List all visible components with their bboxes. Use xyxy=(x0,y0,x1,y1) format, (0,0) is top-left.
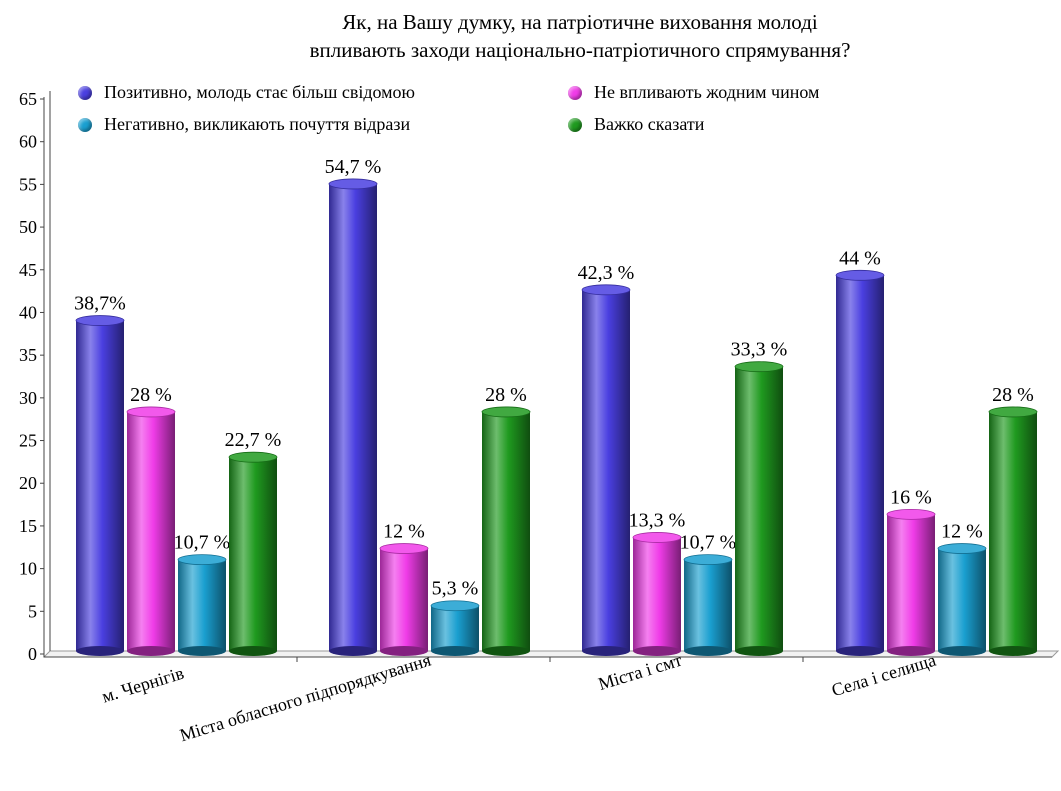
bar-hard-to-say-3 xyxy=(734,361,784,656)
chart-title-line-1: Як, на Вашу думку, на патріотичне вихова… xyxy=(342,10,818,34)
data-label-hard-to-say-3: 33,3 % xyxy=(731,339,788,361)
y-tick-label-10: 10 xyxy=(19,559,37,579)
y-tick-label-40: 40 xyxy=(19,302,37,322)
y-tick-label-50: 50 xyxy=(19,217,37,237)
data-label-no-effect-2: 12 % xyxy=(383,521,425,543)
bar-negative-2 xyxy=(430,600,480,656)
legend-item-positive: Позитивно, молодь стає більш свідомою xyxy=(78,82,415,103)
bar-positive-1 xyxy=(75,315,125,656)
data-label-negative-3: 10,7 % xyxy=(680,532,737,554)
y-tick-label-25: 25 xyxy=(19,431,37,451)
data-label-hard-to-say-2: 28 % xyxy=(485,384,527,406)
y-tick-label-45: 45 xyxy=(19,260,37,280)
legend-label-hard-to-say: Важко сказати xyxy=(594,114,705,134)
y-tick-label-5: 5 xyxy=(28,601,37,621)
y-tick-label-65: 65 xyxy=(19,89,37,109)
data-label-positive-2: 54,7 % xyxy=(325,156,382,178)
data-label-no-effect-3: 13,3 % xyxy=(629,509,686,531)
legend-swatch-hard-to-say xyxy=(568,117,582,132)
bar-hard-to-say-1 xyxy=(228,451,278,656)
bar-hard-to-say-4 xyxy=(988,406,1038,656)
bar-negative-1 xyxy=(177,554,227,656)
legend-swatch-positive xyxy=(78,85,92,100)
data-label-hard-to-say-1: 22,7 % xyxy=(225,429,282,451)
chart-title: Як, на Вашу думку, на патріотичне вихова… xyxy=(200,8,960,64)
bar-no-effect-4 xyxy=(886,508,936,656)
legend-item-hard-to-say: Важко сказати xyxy=(568,114,704,135)
data-label-negative-1: 10,7 % xyxy=(174,532,231,554)
data-label-no-effect-4: 16 % xyxy=(890,486,932,508)
y-tick-label-20: 20 xyxy=(19,473,37,493)
legend-swatch-no-effect xyxy=(568,85,582,100)
legend-item-no-effect: Не впливають жодним чином xyxy=(568,82,819,103)
legend-swatch-negative xyxy=(78,117,92,132)
bar-positive-2 xyxy=(328,178,378,656)
data-label-positive-3: 42,3 % xyxy=(578,262,635,284)
y-tick-label-0: 0 xyxy=(28,644,37,664)
legend-label-positive: Позитивно, молодь стає більш свідомою xyxy=(104,82,416,102)
bar-no-effect-3 xyxy=(632,532,682,656)
y-tick-label-15: 15 xyxy=(19,516,37,536)
bar-positive-3 xyxy=(581,284,631,656)
y-tick-label-60: 60 xyxy=(19,132,37,152)
chart-title-line-2: впливають заходи національно-патріотично… xyxy=(309,38,851,62)
x-category-label-2: Міста обласного підпорядкування xyxy=(177,650,433,746)
data-label-negative-4: 12 % xyxy=(941,521,983,543)
bar-no-effect-1 xyxy=(126,406,176,656)
data-label-positive-4: 44 % xyxy=(839,247,881,269)
legend-item-negative: Негативно, викликають почуття відрази xyxy=(78,114,410,135)
data-label-no-effect-1: 28 % xyxy=(130,384,172,406)
x-category-label-1: м. Чернігів xyxy=(99,663,186,707)
bar-negative-3 xyxy=(683,554,733,656)
y-tick-label-30: 30 xyxy=(19,388,37,408)
data-label-negative-2: 5,3 % xyxy=(432,578,479,600)
y-tick-label-35: 35 xyxy=(19,345,37,365)
bar-no-effect-2 xyxy=(379,543,429,656)
data-label-hard-to-say-4: 28 % xyxy=(992,384,1034,406)
legend-label-negative: Негативно, викликають почуття відрази xyxy=(104,114,411,134)
bar-positive-4 xyxy=(835,269,885,656)
y-tick-label-55: 55 xyxy=(19,174,37,194)
bar-negative-4 xyxy=(937,543,987,656)
data-label-positive-1: 38,7% xyxy=(74,293,126,315)
legend-label-no-effect: Не впливають жодним чином xyxy=(594,82,820,102)
bar-hard-to-say-2 xyxy=(481,406,531,656)
